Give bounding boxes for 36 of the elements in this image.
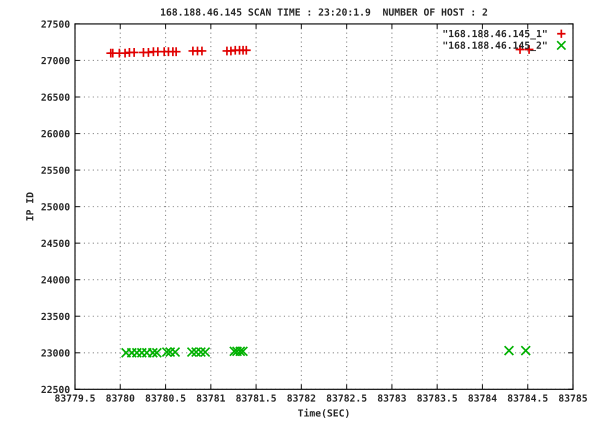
x-tick-label: 83781 [196, 394, 225, 402]
x-tick-label: 83779.5 [55, 394, 95, 402]
y-tick-label: 26500 [41, 93, 70, 101]
x-tick-label: 83785 [558, 394, 587, 402]
x-tick-label: 83783.5 [417, 394, 458, 402]
point [170, 46, 182, 57]
x-tick-label: 83782.5 [326, 394, 366, 402]
y-tick-label: 27000 [41, 56, 70, 64]
chart-title: 168.188.46.145 SCAN TIME : 23:20:1.9 NUMBER OF HOST : 2 [161, 8, 488, 16]
point [143, 47, 154, 58]
point [520, 345, 531, 356]
y-tick-label: 24500 [41, 240, 70, 247]
x-axis-title: Time(SEC) [298, 408, 349, 418]
legend-label: "168.188.46.145_2" [443, 42, 547, 52]
point [164, 346, 176, 358]
y-tick-label: 27500 [41, 20, 70, 28]
x-tick-label: 83784.5 [508, 394, 548, 402]
point [241, 45, 252, 56]
x-tick-label: 83781.5 [236, 394, 276, 402]
y-axis-title: IP ID [26, 192, 34, 220]
y-tick-label: 24000 [41, 276, 70, 284]
x-tick-label: 83782 [287, 394, 316, 402]
y-tick-label: 23000 [41, 349, 70, 357]
y-tick-label: 25500 [41, 166, 70, 174]
legend-label: "168.188.46.145_1" [443, 30, 547, 40]
point [128, 47, 140, 58]
y-tick-label: 25000 [41, 203, 70, 210]
y-tick-label: 26000 [41, 130, 70, 138]
point [196, 46, 208, 56]
point [504, 345, 514, 356]
x-tick-label: 83784 [468, 394, 497, 402]
y-tick-label: 22500 [41, 386, 70, 394]
x-tick-label: 83783 [378, 394, 406, 402]
x-tick-label: 83780 [106, 394, 134, 402]
x-tick-label: 83780.5 [146, 394, 186, 402]
y-tick-label: 23500 [41, 312, 70, 320]
